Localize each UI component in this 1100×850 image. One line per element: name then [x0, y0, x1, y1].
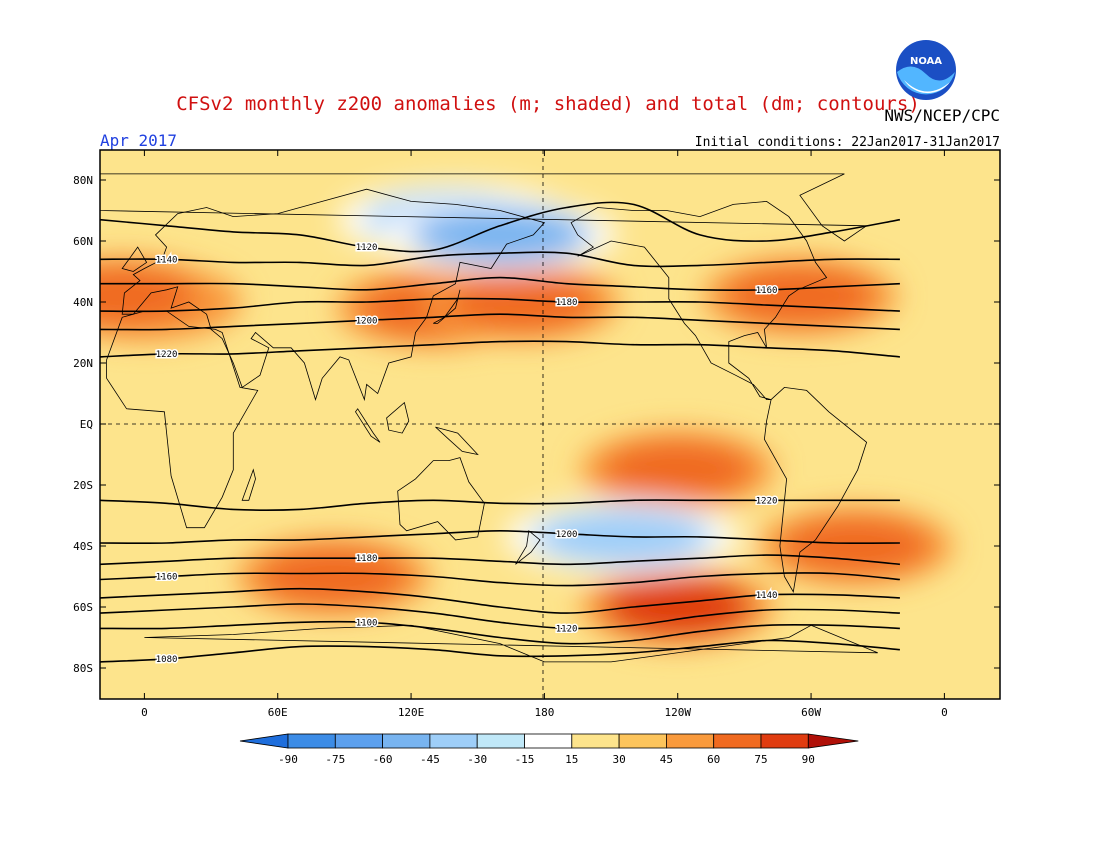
contour-label: 1160: [756, 286, 778, 296]
colorbar-swatch: [571, 733, 620, 749]
lat-label: 80N: [73, 174, 93, 187]
lon-label: 120E: [398, 706, 425, 719]
longitude-axis: 0 60E 120E 180 120W 60W 0: [141, 150, 948, 719]
lon-label: 0: [941, 706, 948, 719]
colorbar-swatch: [618, 733, 667, 749]
lon-label: 120W: [664, 706, 691, 719]
colorbar: -90 -75 -60 -45 -30 -15 15 30 45 60 75 90: [239, 733, 859, 766]
contour-label: 1100: [356, 618, 378, 628]
coastline: [144, 624, 878, 663]
colorbar-swatch: [334, 733, 383, 749]
contour-line: [100, 201, 901, 253]
contour-label: 1140: [156, 255, 178, 265]
contour-label: 1120: [556, 624, 578, 634]
anomaly-region: [602, 577, 753, 637]
latitude-axis: 80N 60N 40N 20N EQ 20S 40S 60S 80S: [73, 174, 1000, 675]
contour-label: 1160: [156, 573, 178, 583]
month-label: Apr 2017: [100, 131, 177, 150]
contour-label: 1220: [756, 496, 778, 506]
contour-line: [100, 297, 900, 313]
colorbar-swatch: [713, 733, 762, 749]
coastline: [763, 386, 868, 593]
contour-line: [100, 639, 900, 663]
colorbar-tick-label: 90: [802, 753, 815, 766]
agency-label: NWS/NCEP/CPC: [884, 106, 1000, 125]
lat-label: 20S: [73, 479, 93, 492]
colorbar-tick-label: -45: [420, 753, 440, 766]
colorbar-min-arrow: [239, 733, 289, 749]
coastline: [570, 200, 828, 400]
lat-label: 60N: [73, 235, 93, 248]
map-panel: 1080 1100 1120 1140 1160 1180 1200 1220 1220 1200…: [73, 149, 1001, 719]
colorbar-tick-label: 60: [707, 753, 720, 766]
anomaly-region: [602, 439, 753, 500]
anomaly-region: [780, 516, 931, 576]
initial-conditions-label: Initial conditions: 22Jan2017-31Jan2017: [695, 135, 1000, 150]
lon-label: 60W: [801, 706, 821, 719]
lat-label: 60S: [73, 601, 93, 614]
anomaly-shading: [100, 183, 954, 646]
coastline: [355, 408, 381, 443]
colorbar-tick-label: -15: [515, 753, 535, 766]
contour-line: [100, 251, 900, 268]
contour-line: [100, 499, 900, 511]
colorbar-swatch: [524, 733, 573, 749]
contour-label: 1220: [156, 350, 178, 360]
colorbar-swatch: [666, 733, 715, 749]
noaa-logo-text: NOAA: [910, 56, 942, 67]
lon-label: 180: [534, 706, 554, 719]
contour-line: [100, 313, 900, 331]
chart-title: CFSv2 monthly z200 anomalies (m; shaded)…: [176, 93, 920, 115]
contour-line: [100, 340, 900, 358]
coastline: [121, 188, 546, 402]
colorbar-tick-label: -60: [373, 753, 393, 766]
contour-label: 1120: [356, 243, 378, 253]
anomaly-region: [409, 206, 590, 263]
colorbar-tick-label: 75: [754, 753, 767, 766]
anomaly-region: [724, 265, 875, 326]
colorbar-tick-label: -30: [467, 753, 487, 766]
contour-line: [100, 529, 900, 545]
colorbar-swatch: [382, 733, 431, 749]
colorbar-tick-label: -75: [325, 753, 345, 766]
colorbar-tick-label: 30: [612, 753, 625, 766]
lat-label: 40S: [73, 540, 93, 553]
colorbar-max-arrow: [807, 733, 859, 749]
contour-label: 1080: [156, 655, 178, 665]
coastline: [100, 173, 868, 242]
contour-line: [100, 554, 900, 566]
anomaly-blobs: [100, 183, 954, 646]
anomaly-region: [258, 546, 409, 607]
lat-label: 20N: [73, 357, 93, 370]
lat-label: EQ: [80, 418, 93, 431]
lat-label: 80S: [73, 662, 93, 675]
colorbar-swatch: [429, 733, 478, 749]
coastline: [435, 426, 479, 456]
colorbar-swatch: [760, 733, 809, 749]
contour-label: 1200: [356, 316, 378, 326]
coastline: [241, 468, 256, 501]
coastline: [386, 401, 410, 434]
coastline: [515, 530, 541, 565]
contour-label: 1140: [756, 591, 778, 601]
lon-label: 60E: [268, 706, 288, 719]
height-contours: 1080 1100 1120 1140 1160 1180 1200 1220 1220 1200…: [100, 201, 901, 666]
colorbar-swatch: [287, 733, 336, 749]
contour-line: [100, 603, 900, 630]
contour-label: 1180: [556, 298, 578, 308]
lon-label: 0: [141, 706, 148, 719]
colorbar-tick-label: 15: [565, 753, 578, 766]
lat-label: 40N: [73, 296, 93, 309]
contour-line: [100, 276, 900, 291]
colorbar-tick-label: -90: [278, 753, 298, 766]
noaa-logo: NOAA: [896, 40, 956, 100]
colorbar-tick-label: 45: [660, 753, 673, 766]
contour-line: [100, 572, 900, 587]
colorbar-swatch: [476, 733, 525, 749]
contour-line: [100, 587, 900, 614]
contour-label: 1180: [356, 554, 378, 564]
contour-line: [100, 620, 900, 645]
contour-label: 1200: [556, 530, 578, 540]
